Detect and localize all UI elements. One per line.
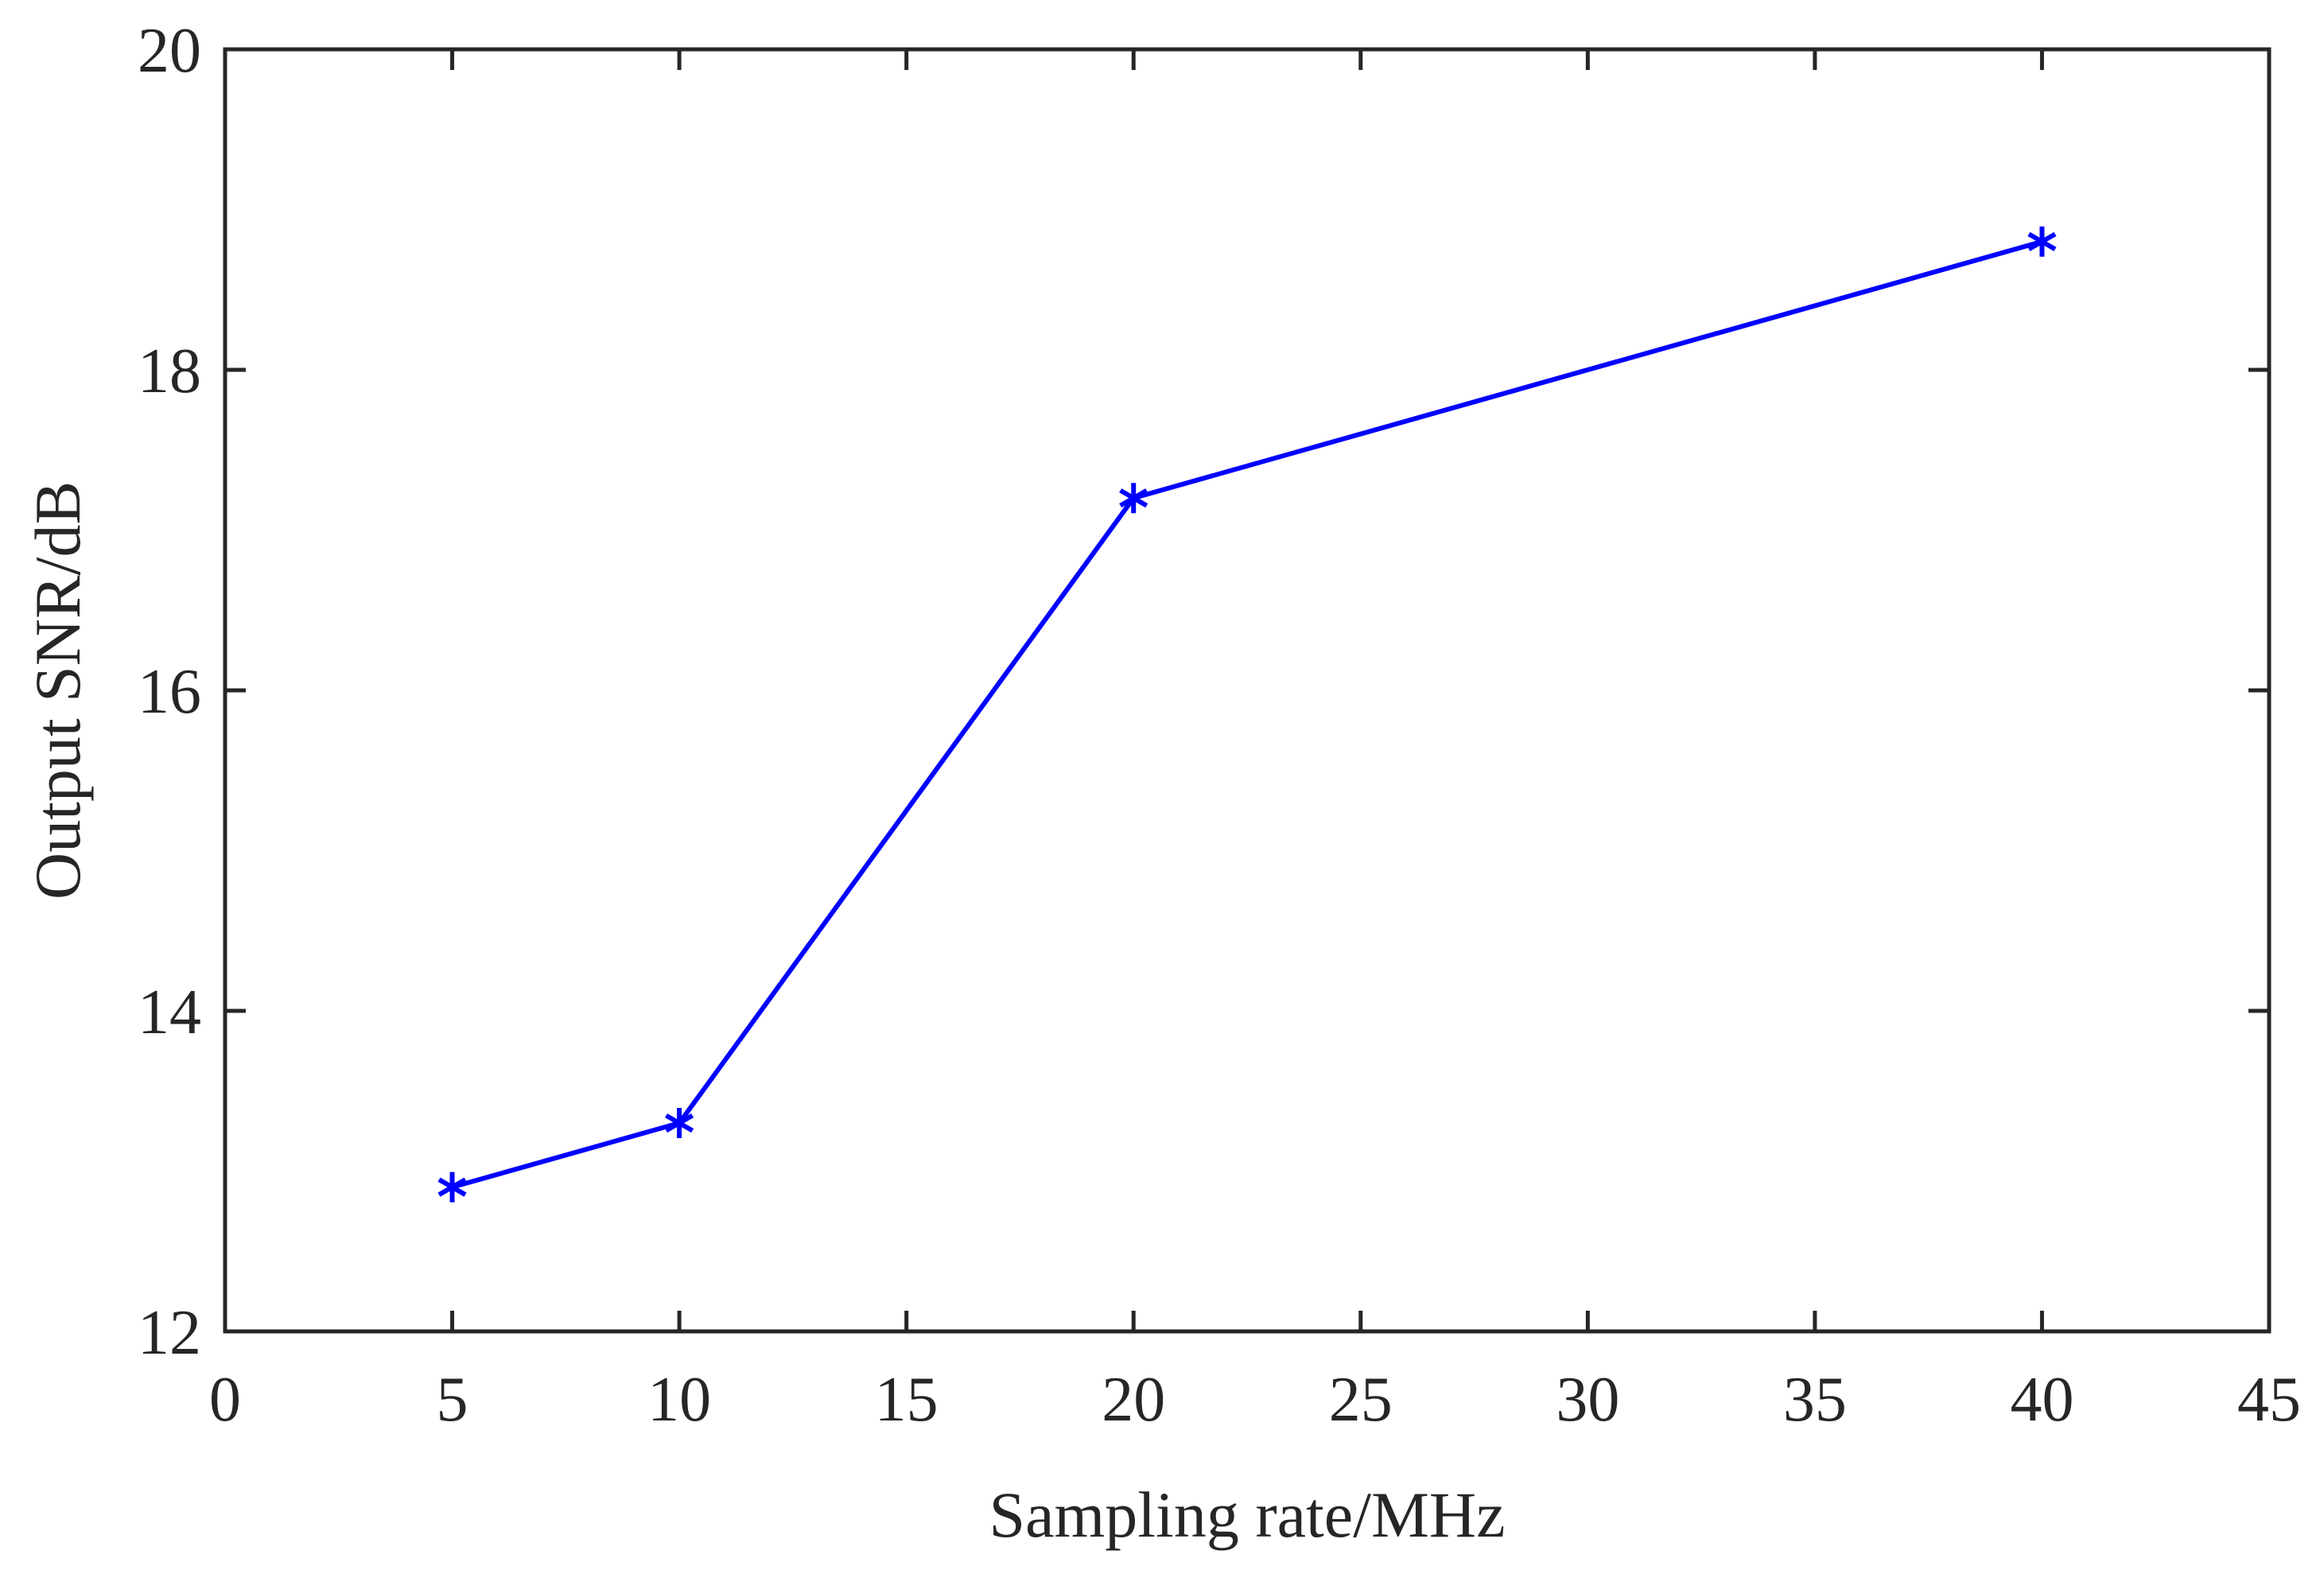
data-point-marker — [437, 1172, 467, 1203]
x-tick-label: 25 — [1329, 1365, 1393, 1435]
x-tick-label: 0 — [209, 1365, 241, 1435]
x-tick-label: 45 — [2237, 1365, 2301, 1435]
marker-stroke — [2027, 231, 2057, 251]
x-tick-label: 35 — [1783, 1365, 1847, 1435]
x-axis-title: Sampling rate/MHz — [989, 1479, 1505, 1551]
x-tick-label: 10 — [647, 1365, 711, 1435]
x-tick-label: 40 — [2010, 1365, 2073, 1435]
y-tick-label: 12 — [138, 1298, 201, 1368]
y-tick-label: 20 — [138, 16, 201, 86]
data-point-marker — [2027, 226, 2057, 257]
data-point-marker — [665, 1108, 694, 1139]
labels-layer: 0 5 10 15 20 25 30 35 40 45 12 14 16 18 20 — [138, 16, 2301, 1435]
series-line — [451, 239, 2043, 1190]
data-point-marker — [1119, 483, 1148, 514]
y-tick-label: 16 — [138, 657, 201, 727]
x-tick-label: 15 — [875, 1365, 939, 1435]
series-layer — [437, 226, 2057, 1203]
plot-frame — [223, 47, 2272, 1334]
x-tick-label: 5 — [437, 1365, 468, 1435]
y-tick-label: 14 — [138, 977, 201, 1047]
plot-background — [225, 49, 2269, 1331]
y-axis-title: Output SNR/dB — [21, 481, 94, 900]
y-tick-label: 18 — [138, 336, 201, 406]
marker-stroke — [665, 1113, 694, 1133]
x-tick-label: 30 — [1556, 1365, 1619, 1435]
marker-stroke — [1119, 488, 1148, 508]
marker-stroke — [437, 1177, 467, 1197]
x-tick-label: 20 — [1102, 1365, 1165, 1435]
